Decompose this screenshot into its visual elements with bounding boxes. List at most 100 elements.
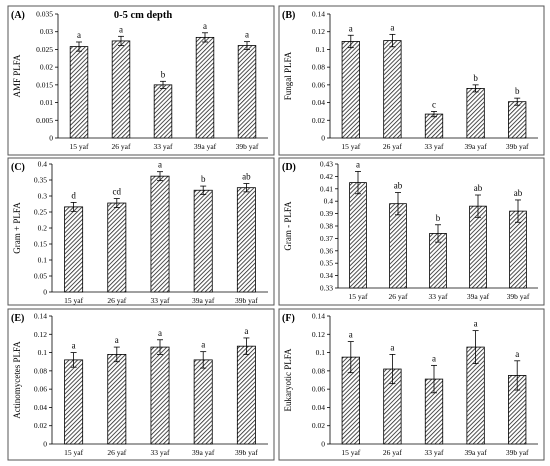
significance-letter: a <box>356 159 360 169</box>
y-tick-label: 0.05 <box>34 272 47 281</box>
x-tick-label: 33 yaf <box>151 296 170 305</box>
bar-15-yaf <box>349 182 367 289</box>
significance-letter: a <box>349 23 353 33</box>
x-tick-label: 26 yaf <box>383 142 402 151</box>
y-tick-label: 0.01 <box>40 98 53 107</box>
y-tick-label: 0.06 <box>34 385 47 394</box>
bar-26-yaf <box>383 40 402 139</box>
x-tick-label: 33 yaf <box>429 292 448 301</box>
x-tick-label: 39b yaf <box>506 142 529 151</box>
y-tick-label: 0.025 <box>36 45 53 54</box>
significance-letter: a <box>349 330 353 340</box>
bar-39b-yaf <box>237 45 257 139</box>
bar-15-yaf <box>69 46 89 139</box>
x-tick-label: 39b yaf <box>506 448 529 457</box>
bar-15-yaf <box>341 41 360 139</box>
y-tick-label: 0.25 <box>34 208 47 217</box>
y-tick-label: 0.1 <box>38 256 48 265</box>
x-tick-label: 39a yaf <box>192 296 215 305</box>
y-axis-label: Actinomycetes PLFA <box>12 341 22 419</box>
x-tick-label: 33 yaf <box>151 448 170 457</box>
y-tick-label: 0.1 <box>316 348 326 357</box>
bar-26-yaf <box>107 202 127 293</box>
y-tick-label: 0.02 <box>34 421 47 430</box>
bar-39a-yaf <box>193 359 213 445</box>
y-tick-label: 0.14 <box>312 10 325 19</box>
significance-letter: b <box>201 174 206 184</box>
x-tick-label: 39b yaf <box>236 142 259 151</box>
significance-letter: ab <box>394 181 403 191</box>
significance-letter: a <box>119 24 123 34</box>
x-tick-label: 15 yaf <box>70 142 89 151</box>
panel-border <box>278 308 545 461</box>
y-axis-label: AMF PLFA <box>12 54 22 98</box>
y-tick-label: 0.04 <box>312 403 325 412</box>
significance-letter: cd <box>113 187 122 197</box>
chart-panels: (A) AMF PLFA 0 0.005 0.01 0.015 0.02 0.025 0.03 0… <box>7 5 545 461</box>
y-tick-label: 0.35 <box>34 176 47 185</box>
bar-39a-yaf <box>193 189 213 293</box>
panel-border <box>7 308 275 461</box>
bar-15-yaf <box>64 206 84 293</box>
significance-letter: a <box>115 335 119 345</box>
bar-33-yaf <box>424 113 444 139</box>
x-tick-label: 39a yaf <box>464 448 487 457</box>
x-tick-label: 39b yaf <box>507 292 530 301</box>
y-tick-label: 0 <box>49 134 53 143</box>
significance-letter: a <box>77 30 81 40</box>
panel-1: (B) Fungal PLFA 0 0.02 0.04 0.06 0.08 0.1 0.12 0.… <box>278 5 545 156</box>
panel-label: (C) <box>11 162 25 173</box>
x-tick-label: 26 yaf <box>107 296 126 305</box>
y-tick-label: 0.005 <box>36 116 53 125</box>
y-tick-label: 0.12 <box>312 330 325 339</box>
x-tick-label: 26 yaf <box>112 142 131 151</box>
significance-letter: a <box>201 340 205 350</box>
panel-3: (D) Gram - PLFA 0.33 0.34 0.35 0.36 0.37 0.38 0.… <box>278 157 545 306</box>
y-tick-label: 0.02 <box>312 116 325 125</box>
y-tick-label: 0 <box>43 440 47 449</box>
bar-26-yaf <box>107 353 127 445</box>
y-tick-label: 0.41 <box>320 184 333 193</box>
y-axis-label: Eukaryotic PLFA <box>283 348 293 412</box>
x-tick-label: 15 yaf <box>349 292 368 301</box>
bar-39b-yaf <box>236 345 256 445</box>
y-tick-label: 0.08 <box>312 366 325 375</box>
y-tick-label: 0.06 <box>312 385 325 394</box>
x-tick-label: 15 yaf <box>341 142 360 151</box>
x-tick-label: 39b yaf <box>235 448 258 457</box>
y-tick-label: 0.04 <box>312 98 325 107</box>
y-tick-label: 0.12 <box>34 330 47 339</box>
x-tick-label: 33 yaf <box>425 448 444 457</box>
bar-26-yaf <box>111 40 131 139</box>
x-tick-label: 26 yaf <box>107 448 126 457</box>
significance-letter: a <box>244 326 248 336</box>
x-tick-label: 33 yaf <box>154 142 173 151</box>
y-tick-label: 0.02 <box>312 421 325 430</box>
bar-33-yaf <box>153 84 173 139</box>
x-tick-label: 39a yaf <box>464 142 487 151</box>
y-axis-label: Gram + PLFA <box>12 202 22 254</box>
x-tick-label: 26 yaf <box>383 448 402 457</box>
y-tick-label: 0.02 <box>40 63 53 72</box>
bar-33-yaf <box>150 346 170 445</box>
y-axis-label: Fungal PLFA <box>283 51 293 100</box>
panel-2: (C) Gram + PLFA 0 0.05 0.1 0.15 0.2 0.25 0.3 0.35… <box>7 157 275 306</box>
significance-letter: d <box>71 190 76 200</box>
significance-letter: a <box>515 349 519 359</box>
panel-label: (D) <box>282 162 296 173</box>
x-tick-label: 39b yaf <box>235 296 258 305</box>
bar-39a-yaf <box>195 36 215 139</box>
significance-letter: b <box>161 69 166 79</box>
y-tick-label: 0.04 <box>34 403 47 412</box>
panel-0: (A) AMF PLFA 0 0.005 0.01 0.015 0.02 0.025 0.03 0… <box>7 5 275 156</box>
panel-4: (E) Actinomycetes PLFA 0 0.02 0.04 0.06 0.08 0.… <box>7 308 275 461</box>
significance-letter: b <box>473 73 478 83</box>
y-tick-label: 0.37 <box>320 234 333 243</box>
x-tick-label: 15 yaf <box>64 448 83 457</box>
y-tick-label: 0.14 <box>312 312 325 321</box>
bar-26-yaf <box>389 203 407 289</box>
y-tick-label: 0.4 <box>324 197 334 206</box>
significance-letter: a <box>158 160 162 170</box>
panel-label: (E) <box>11 313 24 324</box>
